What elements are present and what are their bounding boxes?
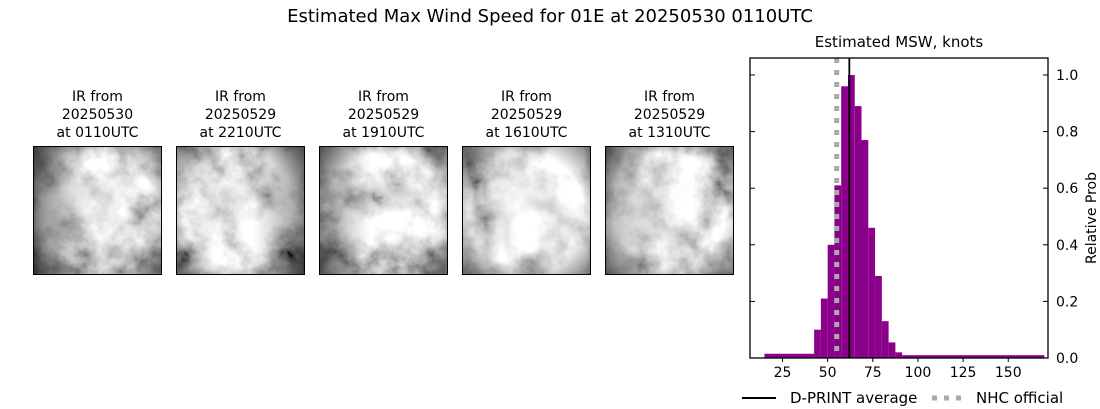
- histogram-bar: [881, 321, 889, 358]
- y-axis-label: Relative Prob: [1084, 172, 1100, 264]
- y-tick-label: 0.8: [1056, 125, 1078, 141]
- sat-caption-line: IR from: [644, 89, 695, 105]
- legend-label: D-PRINT average: [790, 389, 918, 407]
- ir-satellite-image: [33, 146, 162, 275]
- y-tick-label: 0.2: [1056, 294, 1078, 310]
- legend-dprint-average: D-PRINT average: [741, 388, 917, 408]
- ir-satellite-image: [462, 146, 591, 275]
- y-tick-label: 0.4: [1056, 238, 1078, 254]
- histogram-bar: [888, 342, 896, 358]
- sat-caption-line: 20250530: [61, 107, 134, 123]
- sat-panel-2: IR from 20250529 at 2210UTC: [176, 88, 305, 275]
- histogram-bar: [861, 140, 869, 358]
- sat-panel-1: IR from 20250530 at 0110UTC: [33, 88, 162, 275]
- histogram-bar: [827, 244, 835, 358]
- sat-caption-line: 20250529: [347, 107, 420, 123]
- sat-caption: IR from 20250529 at 2210UTC: [176, 88, 305, 142]
- x-tick-label: 150: [995, 365, 1022, 381]
- histogram-bar: [834, 185, 842, 358]
- sat-caption-line: 20250529: [633, 107, 706, 123]
- sat-caption-line: 20250529: [490, 107, 563, 123]
- sat-caption-line: at 1910UTC: [342, 125, 425, 141]
- chart-title: Estimated MSW, knots: [815, 33, 984, 51]
- histogram-bar: [814, 329, 821, 358]
- sat-caption: IR from 20250529 at 1910UTC: [319, 88, 448, 142]
- plot-box: [749, 57, 1049, 359]
- histogram-bar: [868, 227, 876, 358]
- x-tick-label: 125: [950, 365, 977, 381]
- x-tick-label: 75: [864, 365, 882, 381]
- sat-caption-line: at 2210UTC: [199, 125, 282, 141]
- sat-panel-4: IR from 20250529 at 1610UTC: [462, 88, 591, 275]
- ir-satellite-image: [176, 146, 305, 275]
- histogram-bar: [841, 86, 848, 359]
- histogram-bar: [847, 74, 855, 358]
- sat-panel-3: IR from 20250529 at 1910UTC: [319, 88, 448, 275]
- histogram-bar: [854, 106, 862, 358]
- histogram-bar: [875, 275, 882, 358]
- sat-caption: IR from 20250529 at 1610UTC: [462, 88, 591, 142]
- x-tick-label: 100: [905, 365, 932, 381]
- msw-histogram-chart: 25 50 75 100 125 150 0.0 0.2 0.4 0.6 0.8 1.0 Estimat…: [700, 28, 1100, 389]
- sat-caption-line: at 1310UTC: [628, 125, 711, 141]
- legend-label: NHC official: [976, 389, 1064, 407]
- figure-title: Estimated Max Wind Speed for 01E at 2025…: [287, 6, 813, 27]
- sat-panel-5: IR from 20250529 at 1310UTC: [605, 88, 734, 275]
- x-tick-label: 50: [819, 365, 837, 381]
- histogram-bar: [764, 353, 815, 358]
- sat-caption-line: at 1610UTC: [485, 125, 568, 141]
- sat-caption-line: 20250529: [204, 107, 277, 123]
- sat-caption-line: IR from: [72, 89, 123, 105]
- legend-nhc-official: NHC official: [931, 388, 1063, 408]
- histogram-bar: [895, 352, 903, 358]
- solid-line-swatch: [742, 397, 776, 399]
- y-tick-label: 0.6: [1056, 181, 1078, 197]
- sat-caption: IR from 20250529 at 1310UTC: [605, 88, 734, 142]
- sat-caption-line: IR from: [215, 89, 266, 105]
- sat-caption-line: IR from: [358, 89, 409, 105]
- y-tick-label: 0.0: [1056, 351, 1078, 367]
- sat-caption-line: IR from: [501, 89, 552, 105]
- ir-satellite-image: [605, 146, 734, 275]
- histogram-svg: 25 50 75 100 125 150 0.0 0.2 0.4 0.6 0.8 1.0 Estimat…: [749, 33, 1100, 381]
- dotted-line-swatch: [932, 395, 962, 401]
- x-tick-label: 25: [774, 365, 792, 381]
- ir-satellite-image: [319, 146, 448, 275]
- histogram-bar: [902, 355, 1045, 358]
- y-tick-label: 1.0: [1056, 68, 1078, 84]
- histogram-bar: [820, 298, 828, 358]
- sat-caption-line: at 0110UTC: [56, 125, 139, 141]
- sat-caption: IR from 20250530 at 0110UTC: [33, 88, 162, 142]
